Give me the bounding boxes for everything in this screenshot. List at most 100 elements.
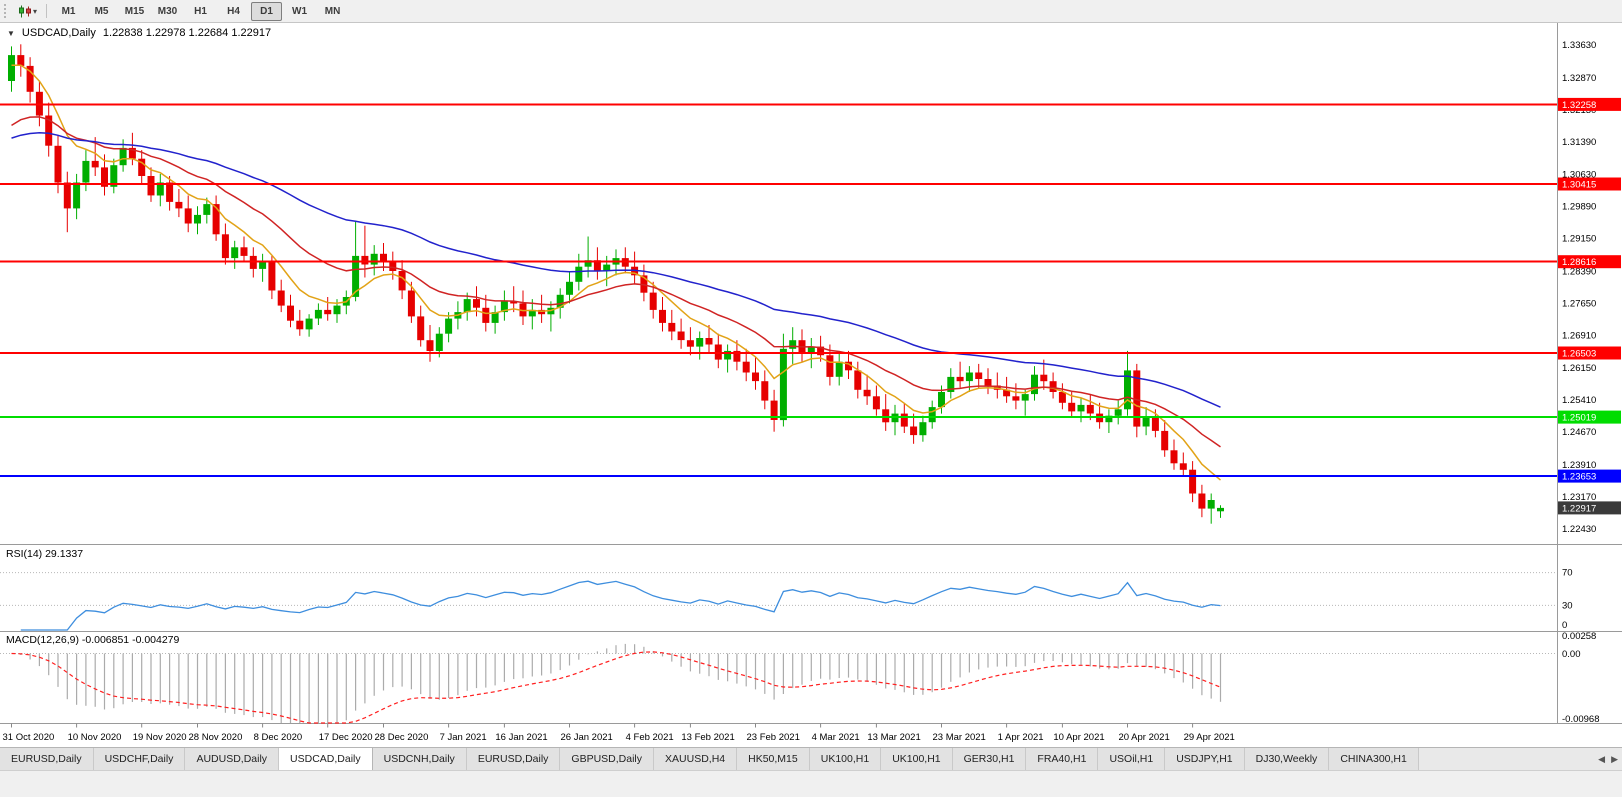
- chart-tab[interactable]: UK100,H1: [881, 748, 953, 770]
- chart-ohlc-values: 1.22838 1.22978 1.22684 1.22917: [102, 27, 272, 39]
- timeframe-button-m30[interactable]: M30: [157, 5, 178, 17]
- status-area: [0, 770, 1622, 797]
- timeframe-button-m1[interactable]: M1: [61, 5, 76, 17]
- chart-tab[interactable]: USDJPY,H1: [1165, 748, 1245, 770]
- date-axis-label: 31 Oct 2020: [3, 732, 55, 743]
- price-tag: 1.23653: [1558, 469, 1621, 483]
- rsi-line: [20, 580, 1221, 631]
- chart-tab[interactable]: USDCAD,Daily: [279, 748, 373, 770]
- price-tag: 1.25019: [1558, 410, 1621, 424]
- price-axis-label: 1.23170: [1562, 492, 1596, 503]
- date-axis-label: 13 Feb 2021: [681, 732, 734, 743]
- date-axis-label: 23 Mar 2021: [933, 732, 986, 743]
- toolbar-grip[interactable]: [4, 4, 10, 18]
- price-tag: 1.26503: [1558, 346, 1621, 360]
- chart-tab[interactable]: GER30,H1: [952, 748, 1027, 770]
- price-axis-label: 1.32870: [1562, 73, 1596, 84]
- price-axis-label: 1.25410: [1562, 395, 1596, 406]
- svg-text:1.28616: 1.28616: [1562, 257, 1596, 268]
- price-tag: 1.28616: [1558, 255, 1621, 269]
- price-tag: 1.32258: [1558, 97, 1621, 111]
- price-axis-label: 1.33630: [1562, 40, 1596, 51]
- moving-average-8: [11, 64, 1221, 481]
- chart-tab[interactable]: GBPUSD,Daily: [560, 748, 655, 770]
- date-axis-label: 19 Nov 2020: [133, 732, 187, 743]
- chart-tab[interactable]: AUDUSD,Daily: [185, 748, 280, 770]
- date-axis-label: 10 Apr 2021: [1053, 732, 1104, 743]
- price-axis-label: 1.23910: [1562, 460, 1596, 471]
- timeframes-toolbar: ▾ M1 M5 M15 M30 H1 H4 D1 W1 MN: [0, 0, 1622, 23]
- price-axis-label: 1.30630: [1562, 170, 1596, 181]
- svg-text:1.30415: 1.30415: [1562, 180, 1596, 191]
- date-axis-label: 4 Feb 2021: [626, 732, 674, 743]
- date-axis-label: 1 Apr 2021: [998, 732, 1044, 743]
- chart-type-button[interactable]: ▾: [14, 1, 41, 21]
- chart-tab[interactable]: XAUUSD,H4: [654, 748, 738, 770]
- svg-text:1.23653: 1.23653: [1562, 472, 1596, 483]
- price-axis-label: 1.29890: [1562, 202, 1596, 213]
- macd-axis-label: -0.00968: [1562, 714, 1600, 725]
- date-axis-label: 28 Nov 2020: [189, 732, 243, 743]
- price-tag: 1.30415: [1558, 177, 1621, 191]
- timeframe-button-w1[interactable]: W1: [292, 5, 308, 17]
- timeframe-button-h4[interactable]: H4: [227, 5, 240, 17]
- timeframe-button-mn[interactable]: MN: [324, 5, 341, 17]
- chart-tab[interactable]: FRA40,H1: [1026, 748, 1099, 770]
- svg-text:1.22917: 1.22917: [1562, 503, 1596, 514]
- moving-average-20: [11, 116, 1221, 448]
- chart-title: ▼ USDCAD,Daily 1.22838 1.22978 1.22684 1…: [7, 27, 271, 39]
- chart-canvas[interactable]: 1.336301.328701.321301.313901.306301.298…: [0, 23, 1622, 747]
- price-axis-label: 1.22430: [1562, 524, 1596, 535]
- chart-tab[interactable]: DJ30,Weekly: [1244, 748, 1330, 770]
- date-axis-label: 13 Mar 2021: [867, 732, 920, 743]
- date-axis-label: 28 Dec 2020: [375, 732, 429, 743]
- date-axis-label: 29 Apr 2021: [1184, 732, 1235, 743]
- price-axis-label: 1.29150: [1562, 234, 1596, 245]
- timeframe-button-d1[interactable]: D1: [251, 1, 283, 21]
- price-axis-label: 1.26150: [1562, 363, 1596, 374]
- tab-scroll-controls: ◀ ▶: [1594, 748, 1622, 770]
- price-axis-label: 1.24670: [1562, 427, 1596, 438]
- rsi-axis-label: 30: [1562, 600, 1573, 611]
- chart-background: [0, 23, 1622, 747]
- date-axis-label: 26 Jan 2021: [561, 732, 613, 743]
- date-axis-label: 17 Dec 2020: [319, 732, 373, 743]
- macd-axis-label: 0.00258: [1562, 631, 1596, 642]
- price-tag: 1.22917: [1558, 501, 1621, 515]
- date-axis-label: 16 Jan 2021: [495, 732, 547, 743]
- chart-tab[interactable]: HK50,M15: [737, 748, 810, 770]
- chart-tab[interactable]: USDCHF,Daily: [93, 748, 186, 770]
- tab-scroll-left-icon[interactable]: ◀: [1598, 753, 1606, 764]
- chart-tab[interactable]: UK100,H1: [809, 748, 882, 770]
- toolbar-separator: [46, 4, 48, 18]
- timeframe-button-m5[interactable]: M5: [94, 5, 109, 17]
- chart-symbol-period: USDCAD,Daily: [21, 27, 96, 39]
- date-axis-label: 8 Dec 2020: [254, 732, 303, 743]
- chart-tab[interactable]: CHINA300,H1: [1329, 748, 1419, 770]
- tab-scroll-right-icon[interactable]: ▶: [1611, 753, 1618, 764]
- chart-area[interactable]: 1.336301.328701.321301.313901.306301.298…: [0, 23, 1622, 747]
- rsi-axis-label: 70: [1562, 568, 1573, 579]
- chart-tab[interactable]: EURUSD,Daily: [466, 748, 561, 770]
- price-axis-label: 1.28390: [1562, 267, 1596, 278]
- svg-text:1.25019: 1.25019: [1562, 413, 1596, 424]
- macd-indicator-label: MACD(12,26,9) -0.006851 -0.004279: [6, 634, 180, 646]
- timeframe-button-h1[interactable]: H1: [194, 5, 207, 17]
- dropdown-caret-icon: ▾: [33, 6, 38, 16]
- chart-tabs-bar: EURUSD,Daily USDCHF,Daily AUDUSD,Daily USDC…: [0, 747, 1622, 770]
- svg-text:1.32258: 1.32258: [1562, 100, 1596, 111]
- chart-tab[interactable]: USOil,H1: [1098, 748, 1166, 770]
- date-axis-label: 23 Feb 2021: [747, 732, 800, 743]
- macd-histogram: [20, 643, 1222, 723]
- chart-window-marker-icon: ▼: [7, 28, 15, 38]
- timeframe-button-m15[interactable]: M15: [124, 5, 145, 17]
- date-axis-label: 7 Jan 2021: [440, 732, 487, 743]
- date-axis-label: 4 Mar 2021: [812, 732, 860, 743]
- chart-tab[interactable]: EURUSD,Daily: [0, 748, 94, 770]
- price-axis-label: 1.27650: [1562, 298, 1596, 309]
- chart-tab[interactable]: USDCNH,Daily: [372, 748, 467, 770]
- date-axis-label: 20 Apr 2021: [1119, 732, 1170, 743]
- macd-axis-label: 0.00: [1562, 649, 1581, 660]
- rsi-indicator-label: RSI(14) 29.1337: [6, 548, 84, 560]
